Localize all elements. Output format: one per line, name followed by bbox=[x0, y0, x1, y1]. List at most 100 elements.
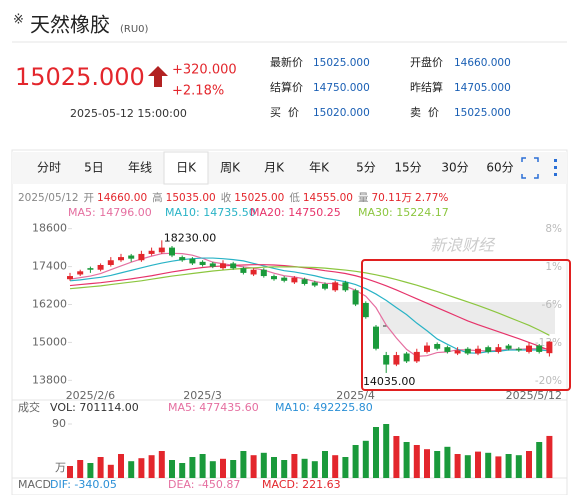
fullscreen-icon[interactable] bbox=[521, 157, 539, 179]
volume-bar bbox=[485, 452, 492, 478]
candle-body bbox=[454, 350, 461, 354]
volume-bar bbox=[271, 457, 277, 478]
macd-legend: DIF: -340.05 bbox=[50, 478, 117, 491]
field-value: 14750.000 bbox=[313, 82, 370, 94]
field-label: 卖 价 bbox=[410, 106, 439, 119]
legend-entry: MA10: 14735.50 bbox=[165, 206, 256, 219]
candle-body bbox=[138, 253, 145, 261]
candle-body bbox=[87, 268, 94, 270]
tab[interactable]: 月K bbox=[264, 161, 285, 175]
candle-body bbox=[209, 263, 216, 267]
drawing-overlay bbox=[380, 302, 555, 334]
field-value: 15025.000 bbox=[454, 107, 511, 119]
candle-body bbox=[505, 345, 512, 349]
tab[interactable]: 年线 bbox=[128, 161, 152, 175]
settings-icon[interactable] bbox=[554, 159, 557, 176]
watermark: 新浪财经 bbox=[430, 236, 496, 255]
candle-body bbox=[393, 355, 400, 365]
volume-bar bbox=[454, 454, 461, 478]
candle-body bbox=[118, 257, 124, 261]
candle-body bbox=[271, 276, 277, 280]
info-value: 15035.00 bbox=[166, 192, 216, 204]
tab[interactable]: 60分 bbox=[486, 161, 513, 175]
candle-body bbox=[352, 290, 359, 305]
volume-bar bbox=[373, 427, 379, 478]
field-label: 开盘价 bbox=[410, 55, 443, 69]
y2-tick-label: 8% bbox=[545, 223, 562, 235]
candle-body bbox=[281, 277, 288, 281]
volume-bar bbox=[505, 454, 512, 478]
y2-tick-label: 1% bbox=[545, 261, 562, 273]
x-tick-label: 2025/2/6 bbox=[66, 389, 115, 402]
marker: ※ bbox=[13, 13, 24, 28]
legend-entry: MA30: 15224.17 bbox=[358, 206, 449, 219]
volume-bar bbox=[546, 435, 553, 478]
candle-body bbox=[77, 271, 84, 275]
info-label: 收 bbox=[221, 191, 232, 204]
tab[interactable]: 日K bbox=[176, 161, 197, 175]
volume-bar bbox=[362, 440, 369, 478]
candle-body bbox=[373, 326, 379, 349]
candle-body bbox=[158, 247, 165, 253]
y-tick-label: 18600 bbox=[32, 222, 67, 235]
volume-bar bbox=[424, 449, 430, 478]
ma-line bbox=[69, 266, 550, 336]
tab[interactable]: 周K bbox=[220, 161, 241, 175]
x-tick-label: 2025/5/12 bbox=[506, 389, 562, 402]
volume-legend: MA10: 492225.80 bbox=[275, 401, 373, 414]
volume-bar bbox=[250, 455, 257, 478]
legend-entry: MA20: 14750.25 bbox=[250, 206, 341, 219]
candle-body bbox=[536, 345, 543, 352]
field-value: 15025.000 bbox=[313, 57, 370, 69]
y2-tick-label: -6% bbox=[542, 299, 562, 311]
candle-body bbox=[413, 351, 420, 362]
title: 天然橡胶 bbox=[30, 13, 110, 37]
tab[interactable]: 5日 bbox=[84, 161, 104, 175]
high-label: 18230.00 bbox=[164, 231, 217, 244]
volume-bar bbox=[383, 424, 390, 478]
x-tick-label: 2025/3 bbox=[183, 389, 222, 402]
volume-bar bbox=[413, 445, 420, 478]
candle-body bbox=[311, 282, 318, 286]
volume-bar bbox=[311, 461, 318, 478]
volume-bar bbox=[138, 458, 145, 478]
volume-bar bbox=[352, 445, 359, 478]
volume-bar bbox=[260, 452, 267, 478]
macd-legend: DEA: -450.87 bbox=[168, 478, 240, 491]
candle-body bbox=[322, 283, 328, 289]
x-tick-label: 2025/4 bbox=[336, 389, 375, 402]
candle-body bbox=[526, 345, 532, 352]
field-label: 昨结算 bbox=[410, 80, 443, 94]
candle-body bbox=[434, 344, 441, 349]
volume-bar bbox=[220, 458, 226, 478]
info-value: 14660.00 bbox=[97, 192, 147, 204]
info-line: 2025/05/12 开 14660.00 高 15035.00 收 15025.00 低 14… bbox=[18, 191, 448, 204]
code: (RU0) bbox=[120, 24, 149, 35]
tab[interactable]: 5分 bbox=[356, 161, 376, 175]
candle-body bbox=[301, 279, 308, 284]
volume-tick-label: 90 bbox=[52, 417, 66, 430]
tab[interactable]: 分时 bbox=[37, 161, 61, 175]
volume-bar bbox=[403, 442, 410, 478]
volume-unit: 万 bbox=[55, 461, 66, 474]
tab[interactable]: 15分 bbox=[394, 161, 421, 175]
tab[interactable]: 30分 bbox=[441, 161, 468, 175]
volume-bar bbox=[464, 455, 471, 478]
volume-bar bbox=[536, 442, 543, 478]
candle-body bbox=[444, 347, 451, 352]
tab[interactable]: 年K bbox=[309, 161, 330, 175]
candle-body bbox=[189, 258, 196, 264]
field-value: 14660.000 bbox=[454, 57, 511, 69]
candle-body bbox=[97, 264, 104, 270]
candle-body bbox=[230, 263, 237, 269]
info-label: 开 bbox=[84, 192, 95, 204]
candle-body bbox=[240, 268, 247, 273]
candle-body bbox=[332, 282, 339, 291]
y-tick-label: 13800 bbox=[32, 373, 67, 386]
candle-body bbox=[485, 347, 492, 352]
volume-bar bbox=[434, 451, 441, 478]
field-label: 买 价 bbox=[270, 106, 299, 119]
candle-body bbox=[220, 263, 226, 269]
y-tick-label: 16200 bbox=[32, 298, 67, 311]
